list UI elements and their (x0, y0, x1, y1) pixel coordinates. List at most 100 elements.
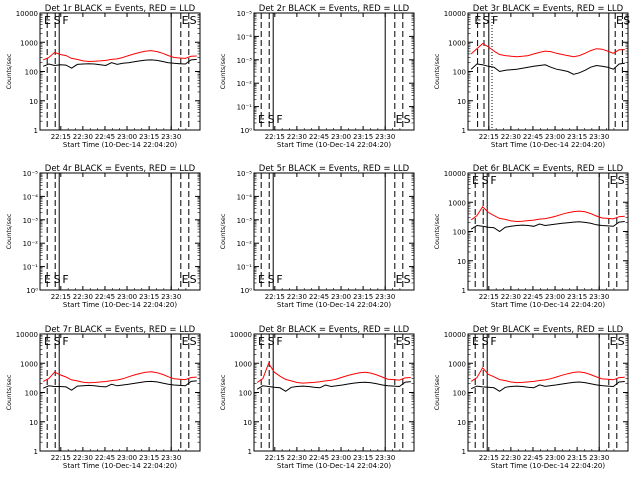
x-tick-label: 23:15 (139, 133, 159, 141)
series-line-lld (470, 366, 625, 384)
event-marker-label: S (54, 335, 61, 348)
chart-panel-3: Det 3r BLACK = Events, RED = LLD 1 10 100 10… (433, 4, 630, 149)
x-axis-label: Start Time (10-Dec-14 22:04:20) (63, 301, 177, 309)
x-tick-label: 23:15 (139, 293, 159, 301)
y-tick-label: 10000 (444, 170, 466, 178)
event-marker-label: E (258, 273, 265, 286)
y-tick-label: 10⁻³ (237, 217, 253, 225)
event-marker-label: E (616, 14, 623, 27)
chart-panel-9: Det 9r BLACK = Events, RED = LLD 1 10 100 10… (433, 325, 629, 470)
x-axis-label: Start Time (10-Dec-14 22:04:20) (491, 301, 605, 309)
x-tick-label: 22:15 (51, 293, 71, 301)
y-tick-label: 10⁰ (26, 287, 38, 295)
x-tick-label: 23:15 (567, 133, 587, 141)
series-line-lld (256, 362, 411, 384)
event-marker-label: E (396, 273, 403, 286)
event-marker-label: F (276, 273, 282, 286)
x-tick-label: 22:30 (501, 454, 521, 462)
x-axis-label: Start Time (10-Dec-14 22:04:20) (277, 141, 391, 149)
event-marker-label: S (190, 14, 197, 27)
event-marker-label: F (62, 335, 68, 348)
event-marker-label: S (618, 335, 625, 348)
y-tick-label: 10⁻⁴ (237, 193, 253, 201)
x-tick-label: 23:00 (117, 133, 137, 141)
x-axis-label: Start Time (10-Dec-14 22:04:20) (491, 141, 605, 149)
chart-panel-7: Det 7r BLACK = Events, RED = LLD 1 10 100 10… (5, 325, 201, 470)
y-tick-label: 10 (457, 98, 466, 106)
y-axis-label: Counts/sec (219, 374, 227, 410)
x-tick-label: 23:00 (117, 454, 137, 462)
plot-frame (467, 333, 629, 452)
plot-frame (39, 333, 201, 452)
y-tick-label: 10⁻¹ (237, 104, 253, 112)
x-axis-label: Start Time (10-Dec-14 22:04:20) (491, 462, 605, 470)
y-tick-label: 10000 (444, 331, 466, 339)
chart-title: Det 6r BLACK = Events, RED = LLD (473, 164, 624, 174)
y-axis-label: Counts/sec (5, 213, 13, 249)
y-axis-label: Counts/sec (5, 374, 13, 410)
event-marker-label: E (44, 335, 51, 348)
y-tick-label: 100 (453, 390, 466, 398)
y-tick-label: 10000 (444, 10, 466, 18)
x-tick-label: 23:15 (353, 133, 373, 141)
x-tick-label: 23:30 (161, 133, 181, 141)
y-axis-label: Counts/sec (5, 53, 13, 89)
series-line-lld (42, 371, 197, 384)
y-tick-label: 10 (457, 419, 466, 427)
x-tick-label: 22:30 (287, 133, 307, 141)
x-tick-label: 22:30 (287, 454, 307, 462)
y-tick-label: 10⁻¹ (23, 264, 39, 272)
x-tick-label: 23:00 (331, 454, 351, 462)
x-tick-label: 22:45 (309, 133, 329, 141)
event-marker-label: S (268, 113, 275, 126)
x-tick-label: 22:15 (51, 133, 71, 141)
event-marker-label: E (610, 335, 617, 348)
chart-panel-2: Det 2r BLACK = Events, RED = LLD 10⁰ 10⁻¹ 1… (219, 4, 415, 149)
plot-frame (39, 12, 201, 131)
event-marker-label: S (190, 335, 197, 348)
x-tick-label: 23:15 (567, 454, 587, 462)
chart-title: Det 9r BLACK = Events, RED = LLD (473, 325, 624, 335)
plot-frame (467, 172, 629, 291)
series-line-lld (43, 50, 197, 63)
y-tick-label: 10000 (16, 331, 38, 339)
y-tick-label: 10⁻² (23, 240, 39, 248)
chart-title: Det 8r BLACK = Events, RED = LLD (259, 325, 410, 335)
y-tick-label: 1000 (448, 39, 466, 47)
event-marker-label: E (472, 174, 479, 187)
y-tick-label: 1 (34, 127, 38, 135)
event-marker-label: S (404, 335, 411, 348)
x-tick-label: 23:15 (567, 293, 587, 301)
x-tick-label: 22:30 (73, 133, 93, 141)
plot-frame (253, 12, 415, 131)
x-tick-label: 23:30 (589, 293, 609, 301)
event-marker-label: E (472, 335, 479, 348)
y-tick-label: 10 (29, 419, 38, 427)
chart-panel-8: Det 8r BLACK = Events, RED = LLD 1 10 100 10… (219, 325, 415, 470)
y-tick-label: 10⁻² (237, 240, 253, 248)
series-line-events (43, 58, 197, 69)
event-marker-label: F (276, 113, 282, 126)
x-tick-label: 22:45 (523, 133, 543, 141)
event-marker-label: S (268, 273, 275, 286)
x-axis-label: Start Time (10-Dec-14 22:04:20) (277, 462, 391, 470)
y-tick-label: 10 (243, 419, 252, 427)
x-tick-label: 22:30 (287, 293, 307, 301)
y-tick-label: 1000 (234, 360, 252, 368)
y-tick-label: 10⁻⁵ (237, 170, 253, 178)
x-tick-label: 22:45 (523, 454, 543, 462)
chart-title: Det 2r BLACK = Events, RED = LLD (259, 4, 410, 14)
series-line-events (470, 62, 625, 75)
y-axis-label: Counts/sec (219, 53, 227, 89)
y-tick-label: 10000 (16, 10, 38, 18)
x-tick-label: 23:00 (331, 293, 351, 301)
y-axis-label: Counts/sec (433, 213, 441, 249)
x-tick-label: 23:30 (161, 293, 181, 301)
y-tick-label: 10⁰ (240, 127, 252, 135)
chart-panel-4: Det 4r BLACK = Events, RED = LLD 10⁰ 10⁻¹ 1… (5, 164, 201, 309)
chart-panel-5: Det 5r BLACK = Events, RED = LLD 10⁰ 10⁻¹ 1… (219, 164, 415, 309)
x-tick-label: 22:45 (95, 454, 115, 462)
event-marker-label: S (623, 14, 630, 27)
x-tick-label: 23:30 (161, 454, 181, 462)
